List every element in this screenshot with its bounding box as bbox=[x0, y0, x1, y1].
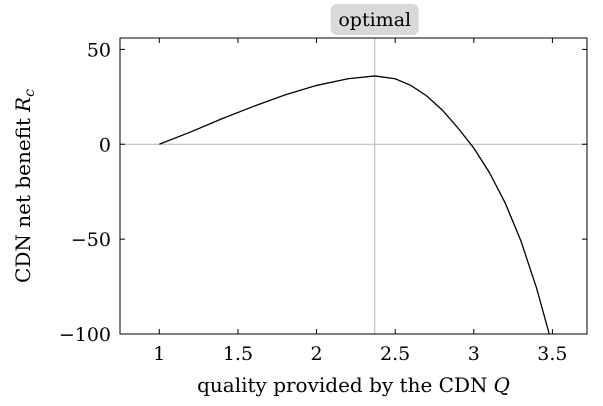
optimal-annotation-box bbox=[330, 4, 419, 35]
y-tick-label: −50 bbox=[71, 229, 111, 251]
y-tick-label: 0 bbox=[99, 134, 111, 156]
optimal-annotation-label: optimal bbox=[338, 9, 411, 31]
x-tick-label: 1.5 bbox=[223, 343, 253, 365]
x-tick-label: 3 bbox=[468, 343, 480, 365]
optimal-annotation: optimal bbox=[330, 4, 419, 35]
x-tick-label: 3.5 bbox=[537, 343, 567, 365]
x-tick-label: 2 bbox=[311, 343, 323, 365]
x-tick-label: 1 bbox=[153, 343, 165, 365]
x-tick-label: 2.5 bbox=[380, 343, 410, 365]
plot-area: 1 1.5 2 2.5 3 3.5 −100 −50 0 50 bbox=[59, 37, 588, 365]
series-line-0 bbox=[159, 75, 550, 335]
y-tick-label: 50 bbox=[87, 39, 111, 61]
y-tick-label: −100 bbox=[59, 324, 111, 346]
y-axis-label: CDN net benefitRc bbox=[11, 89, 38, 283]
x-axis-label: quality provided by the CDN Q bbox=[197, 373, 510, 397]
plot-frame bbox=[119, 37, 588, 335]
